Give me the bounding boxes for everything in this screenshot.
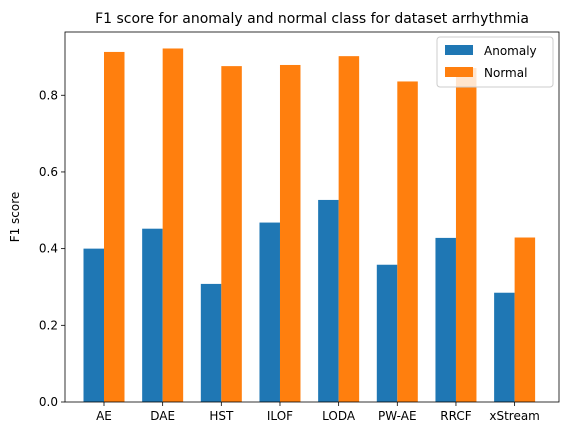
legend-label-anomaly: Anomaly (484, 44, 537, 58)
legend-label-normal: Normal (484, 66, 527, 80)
legend-swatch-normal (445, 67, 473, 77)
bar-normal-hst (221, 66, 242, 402)
y-tick-label: 0.6 (39, 165, 58, 179)
axes-frame (64, 31, 560, 403)
x-tick-label: HST (209, 409, 234, 423)
plot-area: AE DAE HST ILOF LODA PW-AE RRCF xStream 0.0 0.2 0.… (39, 31, 560, 423)
y-tick-label: 0.8 (39, 88, 58, 102)
x-tick-label: ILOF (267, 409, 293, 423)
bar-anomaly-dae (142, 228, 163, 402)
bar-anomaly-ilof (259, 222, 280, 402)
x-tick-label: RRCF (440, 409, 471, 423)
bar-anomaly-xstream (494, 292, 515, 402)
bar-anomaly-rrcf (435, 237, 456, 402)
bar-normal-ae (104, 51, 125, 402)
x-tick-label: LODA (322, 409, 356, 423)
x-tick-label: PW-AE (378, 409, 416, 423)
bar-anomaly-loda (318, 199, 339, 402)
bar-normal-ilof (279, 64, 301, 402)
x-tick-label: DAE (150, 409, 175, 423)
legend: Anomaly Normal (436, 36, 554, 88)
bar-anomaly-hst (200, 283, 222, 402)
y-tick-label: 0.2 (39, 318, 58, 332)
bar-anomaly-ae (83, 248, 104, 402)
bar-normal-dae (162, 48, 184, 402)
y-axis-label: F1 score (8, 192, 22, 243)
x-tick-label: xStream (489, 409, 540, 423)
y-tick-label: 0.4 (39, 242, 58, 256)
bar-normal-xstream (514, 237, 536, 402)
bar-normal-pw-ae (397, 81, 418, 402)
bar-anomaly-pw-ae (376, 264, 398, 402)
legend-swatch-anomaly (445, 45, 473, 55)
x-tick-label: AE (96, 409, 112, 423)
chart-title: F1 score for anomaly and normal class fo… (95, 11, 529, 27)
bar-normal-loda (338, 56, 360, 402)
bar-normal-rrcf (455, 68, 477, 403)
y-tick-label: 0.0 (39, 395, 58, 409)
